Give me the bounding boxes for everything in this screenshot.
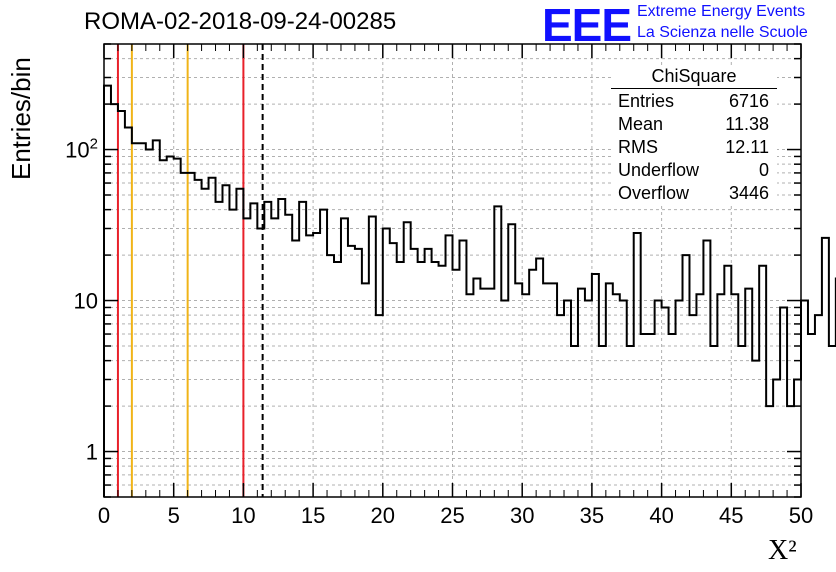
eee-logo: EEE [542,0,632,51]
marker-lines [116,44,264,497]
x-tick-label: 45 [719,503,743,528]
stats-value: 0 [758,160,769,180]
grid-lines [104,43,801,498]
logo-tagline-1: Extreme Energy Events [637,3,806,20]
stats-row: Mean 11.38 [611,113,777,136]
stats-label: Entries [618,91,675,111]
stats-value: 6716 [728,91,769,111]
y-tick-label: 10 [74,289,98,314]
logo-tagline-2: La Scienza nelle Scuole [637,24,808,41]
stats-box: ChiSquare Entries 6716 Mean 11.38 RMS 12… [611,66,777,205]
y-tick-label: 1 [86,440,98,465]
stats-label: Mean [618,114,664,134]
x-tick-label: 10 [231,503,255,528]
chart-title: ROMA-02-2018-09-24-00285 [84,8,397,35]
stats-name: ChiSquare [611,66,777,89]
y-axis-label: Entries/bin [6,57,36,180]
stats-row: RMS 12.11 [611,136,777,159]
axis-ticks: 0 5 10 15 20 25 30 35 40 45 50 1 10 102 [65,43,813,528]
stats-value: 11.38 [725,114,769,134]
x-tick-label: 0 [98,503,110,528]
stats-row: Entries 6716 [611,90,777,113]
stats-value: 3446 [728,183,769,203]
stats-value: 12.11 [725,137,769,157]
stats-label: RMS [618,137,658,157]
histogram-line [103,84,836,497]
x-tick-label: 20 [371,503,395,528]
x-tick-label: 30 [510,503,534,528]
x-tick-label: 15 [301,503,325,528]
stats-label: Underflow [618,160,700,180]
x-axis-label: X² [768,535,797,566]
x-tick-label: 5 [168,503,180,528]
stats-label: Overflow [618,183,690,203]
stats-row: Underflow 0 [611,159,777,182]
y-tick-label: 102 [65,136,98,163]
x-tick-label: 50 [789,503,813,528]
x-tick-label: 25 [440,503,464,528]
x-tick-label: 35 [580,503,604,528]
x-tick-label: 40 [649,503,673,528]
stats-row: Overflow 3446 [611,182,777,205]
